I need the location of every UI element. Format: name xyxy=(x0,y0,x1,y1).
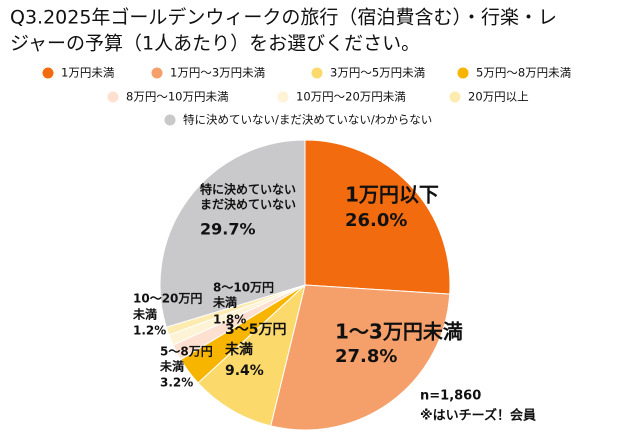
legend-label: 5万円～8万円未満 xyxy=(476,66,571,80)
value-label: 9.4% xyxy=(225,363,264,379)
legend-label: 20万円以上 xyxy=(468,90,529,104)
legend-swatch xyxy=(311,67,323,79)
legend-swatch xyxy=(277,91,289,103)
value-label: 29.7% xyxy=(200,220,256,239)
legend-label: 特に決めていない/まだ決めていない/わからない xyxy=(183,113,432,127)
slice-label: 未満 xyxy=(132,307,157,322)
legend-label: 10万円～20万円未満 xyxy=(296,90,406,104)
slice-label: 1～3万円未満 xyxy=(335,320,463,344)
note: ※はいチーズ！会員 xyxy=(420,408,536,424)
legend-swatch xyxy=(457,67,469,79)
note: n=1,860 xyxy=(420,389,481,404)
slice-label: 未満 xyxy=(212,295,237,310)
slice-label: 10～20万円 xyxy=(133,292,202,306)
slice-label: 5～8万円 xyxy=(160,345,213,359)
legend-swatch xyxy=(164,114,176,126)
slice-label: 3～5万円 xyxy=(225,322,286,338)
slice-label: まだ決めていない xyxy=(200,197,296,212)
slice-label: 特に決めていない xyxy=(200,182,296,197)
pie-slice xyxy=(270,284,451,431)
slice-label: 8～10万円 xyxy=(213,281,274,295)
chart-title: Q3.2025年ゴールデンウィークの旅行（宿泊費含む）・行楽・レ xyxy=(10,7,557,29)
legend-label: 3万円～5万円未満 xyxy=(330,66,425,80)
value-label: 27.8% xyxy=(335,346,397,367)
slice-label: 1万円以下 xyxy=(345,183,439,207)
slice-label: 未満 xyxy=(159,359,184,374)
legend-swatch xyxy=(107,91,119,103)
value-label: 1.2% xyxy=(133,324,166,338)
legend-swatch xyxy=(449,91,461,103)
slice-label: 未満 xyxy=(225,341,253,358)
legend-label: 1万円未満 xyxy=(61,66,114,80)
legend-swatch xyxy=(151,67,163,79)
pie-slice xyxy=(159,139,306,328)
legend-label: 1万円～3万円未満 xyxy=(170,66,265,80)
value-label: 26.0% xyxy=(345,210,407,231)
legend-label: 8万円～10万円未満 xyxy=(126,90,228,104)
legend-swatch xyxy=(42,67,54,79)
value-label: 1.8% xyxy=(213,313,246,327)
chart-title: ジャーの予算（1人あたり）をお選びください。 xyxy=(10,33,420,55)
pie-slice xyxy=(304,139,451,295)
value-label: 3.2% xyxy=(160,376,193,390)
pie-slice xyxy=(197,283,306,427)
